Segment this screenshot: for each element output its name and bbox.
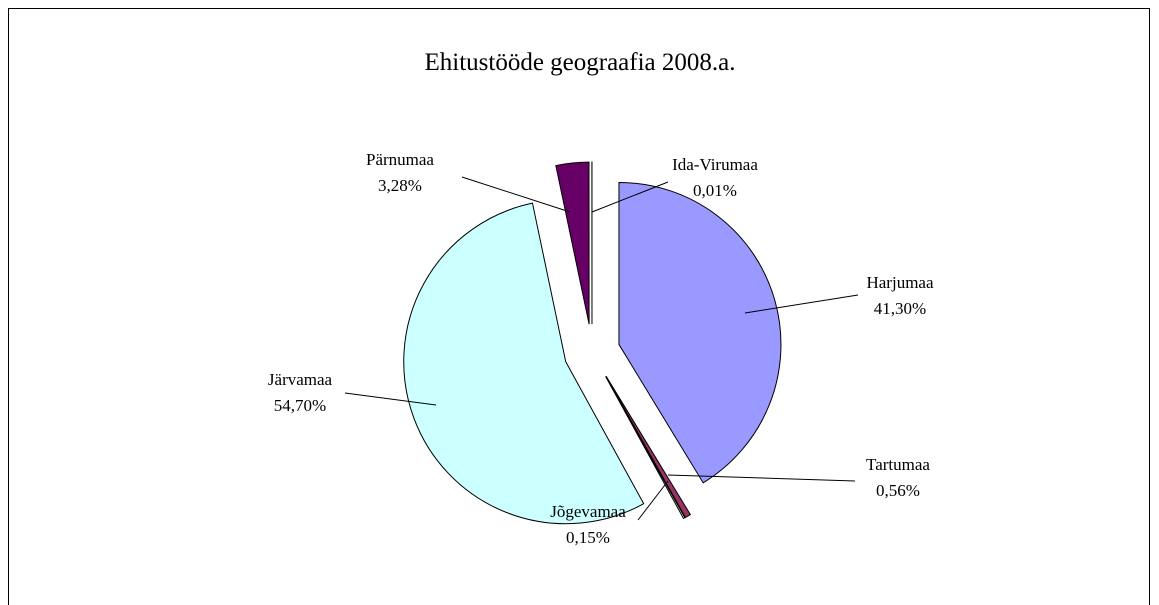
leader-line <box>637 480 669 521</box>
slice-label: Jõgevamaa <box>550 502 626 521</box>
leader-line <box>461 176 571 213</box>
slice-label: Pärnumaa <box>366 150 434 169</box>
leader-line <box>667 474 856 482</box>
slice-label: Ida-Virumaa <box>672 155 758 174</box>
leader-line <box>344 392 437 406</box>
slice-value-label: 54,70% <box>274 396 326 415</box>
leader-line <box>744 294 859 314</box>
pie-slice <box>618 181 782 484</box>
leader-line <box>591 181 669 213</box>
pie-slice <box>605 375 692 519</box>
slice-value-label: 3,28% <box>378 176 422 195</box>
slice-label: Järvamaa <box>268 370 333 389</box>
slice-value-label: 41,30% <box>874 299 926 318</box>
pie-slice <box>403 202 645 525</box>
chart-title: Ehitustööde geograafia 2008.a. <box>424 49 735 76</box>
slice-value-label: 0,56% <box>876 481 920 500</box>
slice-label: Harjumaa <box>866 273 933 292</box>
pie-slice <box>555 161 590 325</box>
slice-label: Tartumaa <box>866 455 930 474</box>
slice-value-label: 0,01% <box>693 181 737 200</box>
slice-value-label: 0,15% <box>566 528 610 547</box>
pie-slice <box>605 376 686 520</box>
